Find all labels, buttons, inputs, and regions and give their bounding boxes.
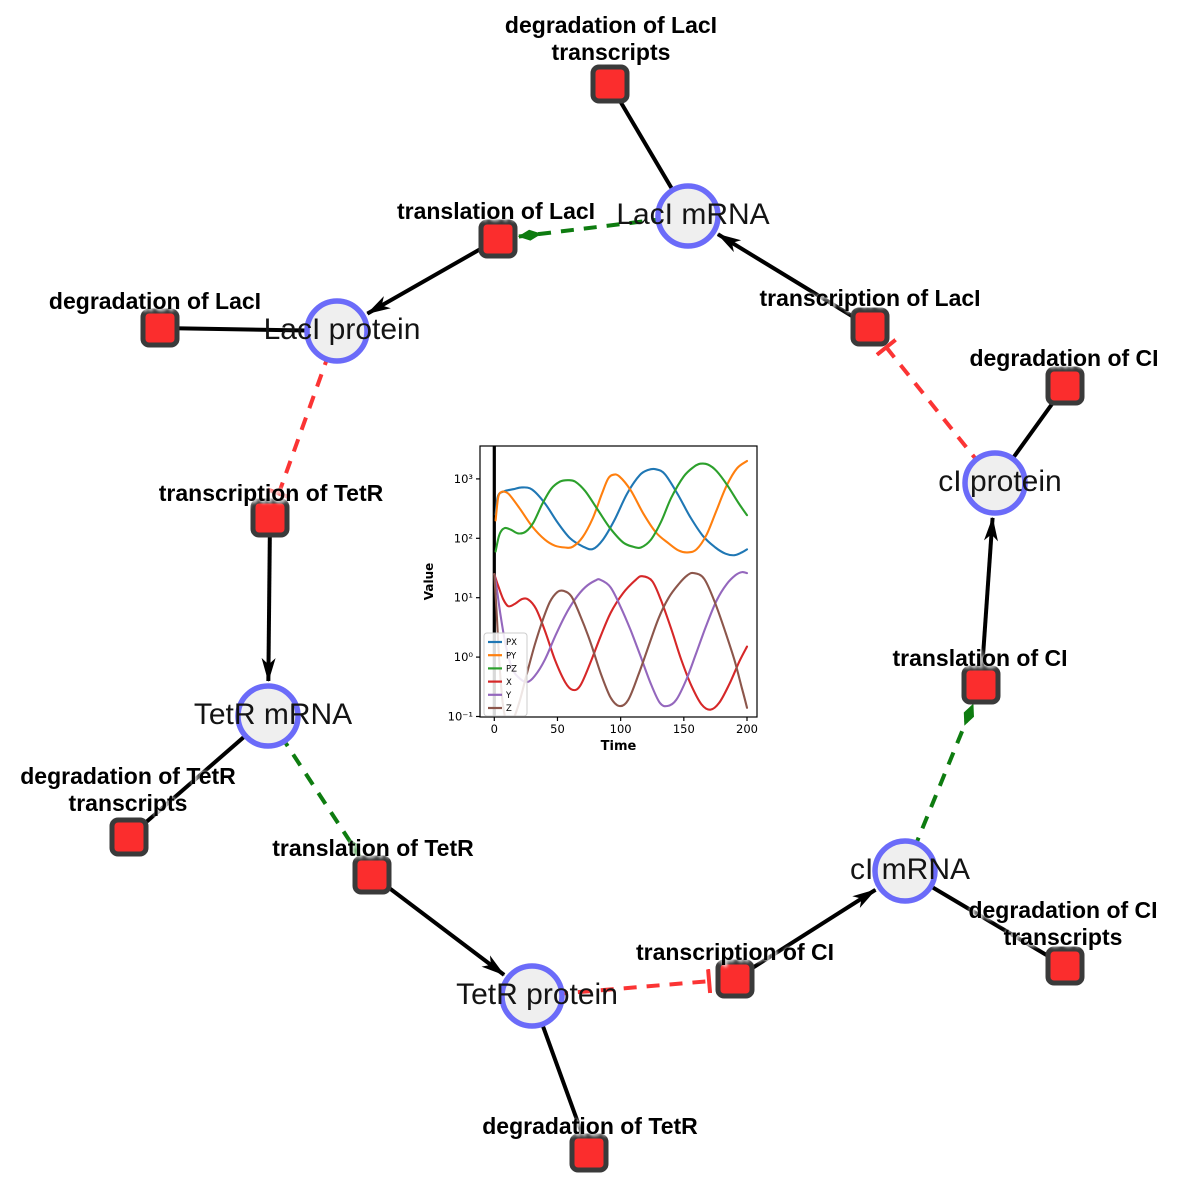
y-tick-label-1: 10¹ (454, 591, 473, 605)
edge-production-translation-ci-to-ci-protein (979, 516, 998, 686)
y-tick-label-2: 10² (454, 531, 473, 545)
legend-label-Y: Y (505, 691, 512, 701)
plot-frame (479, 445, 758, 718)
reaction-node-translation-of-ci[interactable] (961, 665, 1001, 705)
chart-line-PX (494, 467, 749, 557)
chart-legend: PX PY PZ XYZ (483, 632, 528, 717)
reaction-node-transcription-of-ci[interactable] (715, 959, 755, 999)
reaction-node-translation-of-tetr[interactable] (352, 855, 392, 895)
species-node-laci-mrna[interactable] (655, 183, 721, 249)
reaction-node-degradation-of-ci-transcripts[interactable] (1045, 946, 1085, 986)
edge-production-translation-laci-to-laci-protein (366, 237, 499, 316)
x-tick-label-100: 100 (610, 722, 632, 736)
legend-label-Z: Z (506, 704, 512, 714)
legend-label-PX: PX (506, 638, 517, 648)
x-axis-title: Time (601, 739, 637, 754)
species-node-tetr-protein[interactable] (499, 963, 565, 1029)
legend-label-X: X (506, 678, 512, 688)
legend-label-PZ: PZ (506, 665, 517, 675)
species-node-laci-protein[interactable] (304, 298, 370, 364)
edge-production-transcription-tetr-to-tetr-mrna (261, 517, 276, 683)
nodes-layer (109, 64, 1085, 1173)
chart-line-PZ (494, 462, 749, 553)
edge-production-translation-tetr-to-tetr-protein (370, 873, 506, 977)
x-tick-label-200: 200 (736, 722, 758, 736)
edge-production-transcription-ci-to-ci-mrna (733, 888, 877, 981)
x-tick-label-50: 50 (550, 722, 565, 736)
y-axis-title: Value (422, 563, 436, 601)
inset-chart: 0 50 100 150 20010⁻¹10⁰10¹10²10³TimeValuePXP… (422, 445, 758, 754)
reaction-node-degradation-of-tetr[interactable] (569, 1133, 609, 1173)
x-tick-label-0: 0 (491, 722, 498, 736)
y-tick-label-0: 10⁰ (454, 650, 474, 664)
y-tick-label-3: 10³ (454, 472, 474, 486)
reaction-node-translation-of-laci[interactable] (478, 219, 518, 259)
x-tick-label-150: 150 (673, 722, 695, 736)
species-node-ci-mrna[interactable] (872, 838, 938, 904)
reaction-node-transcription-of-tetr[interactable] (250, 498, 290, 538)
reaction-node-transcription-of-laci[interactable] (850, 307, 890, 347)
y-tick-label--1: 10⁻¹ (448, 710, 473, 724)
reaction-node-degradation-of-laci[interactable] (140, 308, 180, 348)
chart-line-PY (494, 459, 749, 554)
edge-production-transcription-laci-to-laci-mrna (716, 232, 872, 329)
species-node-tetr-mrna[interactable] (235, 683, 301, 749)
species-node-ci-protein[interactable] (962, 450, 1028, 516)
reaction-node-degradation-of-laci-transcripts[interactable] (590, 64, 630, 104)
reaction-node-degradation-of-tetr-transcripts[interactable] (109, 817, 149, 857)
legend-label-PY: PY (506, 651, 517, 661)
reaction-node-degradation-of-ci[interactable] (1045, 366, 1085, 406)
chart-line-X (493, 573, 749, 711)
